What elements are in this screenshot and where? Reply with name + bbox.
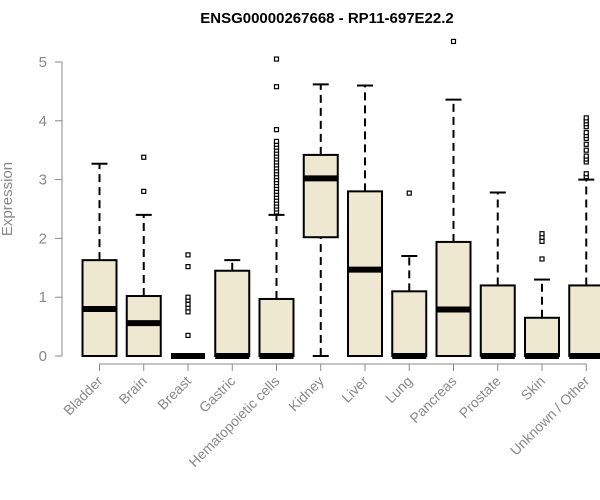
outlier-point (273, 138, 280, 144)
outlier-point (539, 238, 545, 244)
x-tick-label: Pancreas (406, 373, 459, 426)
outlier-point (583, 153, 589, 159)
y-axis-label: Expression (0, 162, 16, 236)
outlier-point (273, 127, 280, 133)
x-tick-label: Lung (382, 373, 415, 406)
outlier-point (406, 190, 412, 196)
box-iqr (568, 284, 600, 357)
outlier-point (185, 332, 191, 339)
y-axis: 0 1 2 3 4 5 (39, 54, 63, 365)
box-iqr (524, 316, 560, 357)
x-tick-label: Bladder (60, 373, 106, 419)
y-tick-label: 0 (39, 348, 47, 365)
y-tick-label: 2 (39, 230, 47, 247)
outlier-point (583, 115, 589, 121)
box-prostate (479, 191, 516, 359)
box-iqr (302, 153, 339, 239)
x-tick-label: Kidney (285, 373, 327, 415)
outlier-point (273, 84, 280, 90)
chart-title: ENSG00000267668 - RP11-697E22.2 (200, 10, 454, 27)
box-iqr (347, 190, 383, 357)
box-iqr (435, 240, 472, 357)
x-tick-label: Breast (154, 373, 194, 413)
box-iqr (214, 269, 251, 357)
outlier-point (583, 141, 589, 147)
box-bladder (81, 162, 118, 358)
outlier-point (185, 252, 191, 258)
outlier-point (273, 56, 280, 62)
box-gastric (214, 259, 251, 359)
outlier-point (141, 188, 147, 194)
x-tick-label: Liver (338, 373, 371, 406)
box-iqr (258, 297, 295, 357)
outlier-point (185, 264, 191, 270)
outlier-point (450, 38, 457, 45)
x-tick-label: Unknown / Other (507, 373, 593, 459)
x-tick-label: Brain (115, 373, 149, 407)
y-tick-label: 3 (39, 172, 47, 189)
box-iqr (391, 290, 428, 358)
box-liver (347, 84, 383, 357)
boxplot-group (81, 38, 600, 359)
box-brain (125, 154, 162, 357)
outlier-point (185, 294, 191, 300)
x-tick-label: Gastric (196, 373, 239, 416)
outlier-point (539, 256, 545, 262)
x-tick-label: Skin (518, 373, 549, 404)
box-skin (524, 231, 560, 359)
outlier-point (185, 301, 191, 307)
box-pancreas (435, 38, 472, 357)
outlier-point (185, 309, 191, 315)
outlier-point (141, 154, 147, 160)
y-tick-label: 1 (39, 289, 47, 306)
box-lung (391, 190, 428, 359)
box-unknown-other (568, 115, 600, 359)
x-tick-label: Prostate (456, 373, 504, 421)
y-tick-label: 5 (39, 54, 47, 71)
box-hematopoietic-cells (258, 56, 295, 359)
outlier-point (583, 171, 589, 177)
outlier-point (583, 129, 589, 136)
box-breast (171, 252, 205, 359)
box-iqr (479, 284, 516, 357)
outlier-point (583, 147, 589, 153)
y-tick-label: 4 (39, 113, 47, 130)
box-kidney (302, 83, 339, 357)
outlier-point (539, 231, 545, 237)
